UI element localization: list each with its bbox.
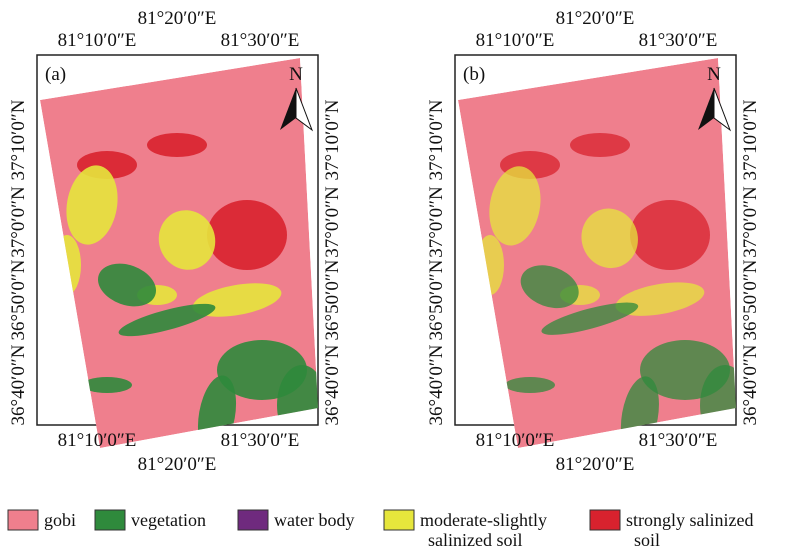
latitude-label: 36°50′0″N [740, 259, 761, 340]
land-class [505, 377, 555, 393]
latitude-label: 36°50′0″N [426, 259, 447, 340]
land-class [570, 133, 630, 157]
longitude-label: 81°20′0″E [138, 8, 217, 29]
legend-swatch [384, 510, 414, 530]
latitude-label: 36°50′0″N [8, 259, 29, 340]
legend-label: water body [274, 510, 354, 530]
longitude-label: 81°30′0″E [221, 430, 300, 451]
latitude-label: 37°0′0″N [322, 186, 343, 258]
longitude-label: 81°10′0″E [476, 430, 555, 451]
panel-label: (a) [45, 64, 66, 85]
legend-label: moderate-slightly [420, 510, 547, 530]
legend-swatch [590, 510, 620, 530]
longitude-label: 81°30′0″E [221, 30, 300, 51]
longitude-label: 81°10′0″E [476, 30, 555, 51]
longitude-label: 81°10′0″E [58, 430, 137, 451]
north-label: N [707, 64, 721, 85]
legend-label: salinized soil [428, 530, 522, 549]
legend-swatch [95, 510, 125, 530]
longitude-label: 81°10′0″E [58, 30, 137, 51]
legend-label: gobi [44, 510, 76, 530]
figure: (a)N81°20′0″E81°10′0″E81°30′0″E81°10′0″E… [0, 0, 788, 549]
longitude-label: 81°20′0″E [138, 454, 217, 475]
latitude-label: 37°10′0″N [426, 99, 447, 180]
latitude-label: 36°40′0″N [426, 344, 447, 425]
latitude-label: 36°40′0″N [322, 344, 343, 425]
legend-swatch [8, 510, 38, 530]
latitude-label: 37°0′0″N [426, 186, 447, 258]
land-class [147, 133, 207, 157]
longitude-label: 81°30′0″E [639, 430, 718, 451]
land-class [630, 200, 710, 270]
latitude-label: 37°0′0″N [8, 186, 29, 258]
latitude-label: 37°10′0″N [8, 99, 29, 180]
land-class [304, 449, 320, 461]
land-class [727, 449, 743, 461]
legend-label: soil [634, 530, 660, 549]
latitude-label: 36°40′0″N [8, 344, 29, 425]
latitude-label: 37°10′0″N [322, 99, 343, 180]
legend-label: vegetation [131, 510, 206, 530]
land-class [207, 200, 287, 270]
latitude-label: 36°50′0″N [322, 259, 343, 340]
longitude-label: 81°30′0″E [639, 30, 718, 51]
legend: gobi vegetation water body moderate-slightl… [8, 510, 753, 549]
longitude-label: 81°20′0″E [556, 454, 635, 475]
legend-swatch [238, 510, 268, 530]
legend-label: strongly salinized [626, 510, 753, 530]
north-label: N [289, 64, 303, 85]
latitude-label: 37°10′0″N [740, 99, 761, 180]
panel-label: (b) [463, 64, 485, 85]
longitude-label: 81°20′0″E [556, 8, 635, 29]
latitude-label: 37°0′0″N [740, 186, 761, 258]
latitude-label: 36°40′0″N [740, 344, 761, 425]
